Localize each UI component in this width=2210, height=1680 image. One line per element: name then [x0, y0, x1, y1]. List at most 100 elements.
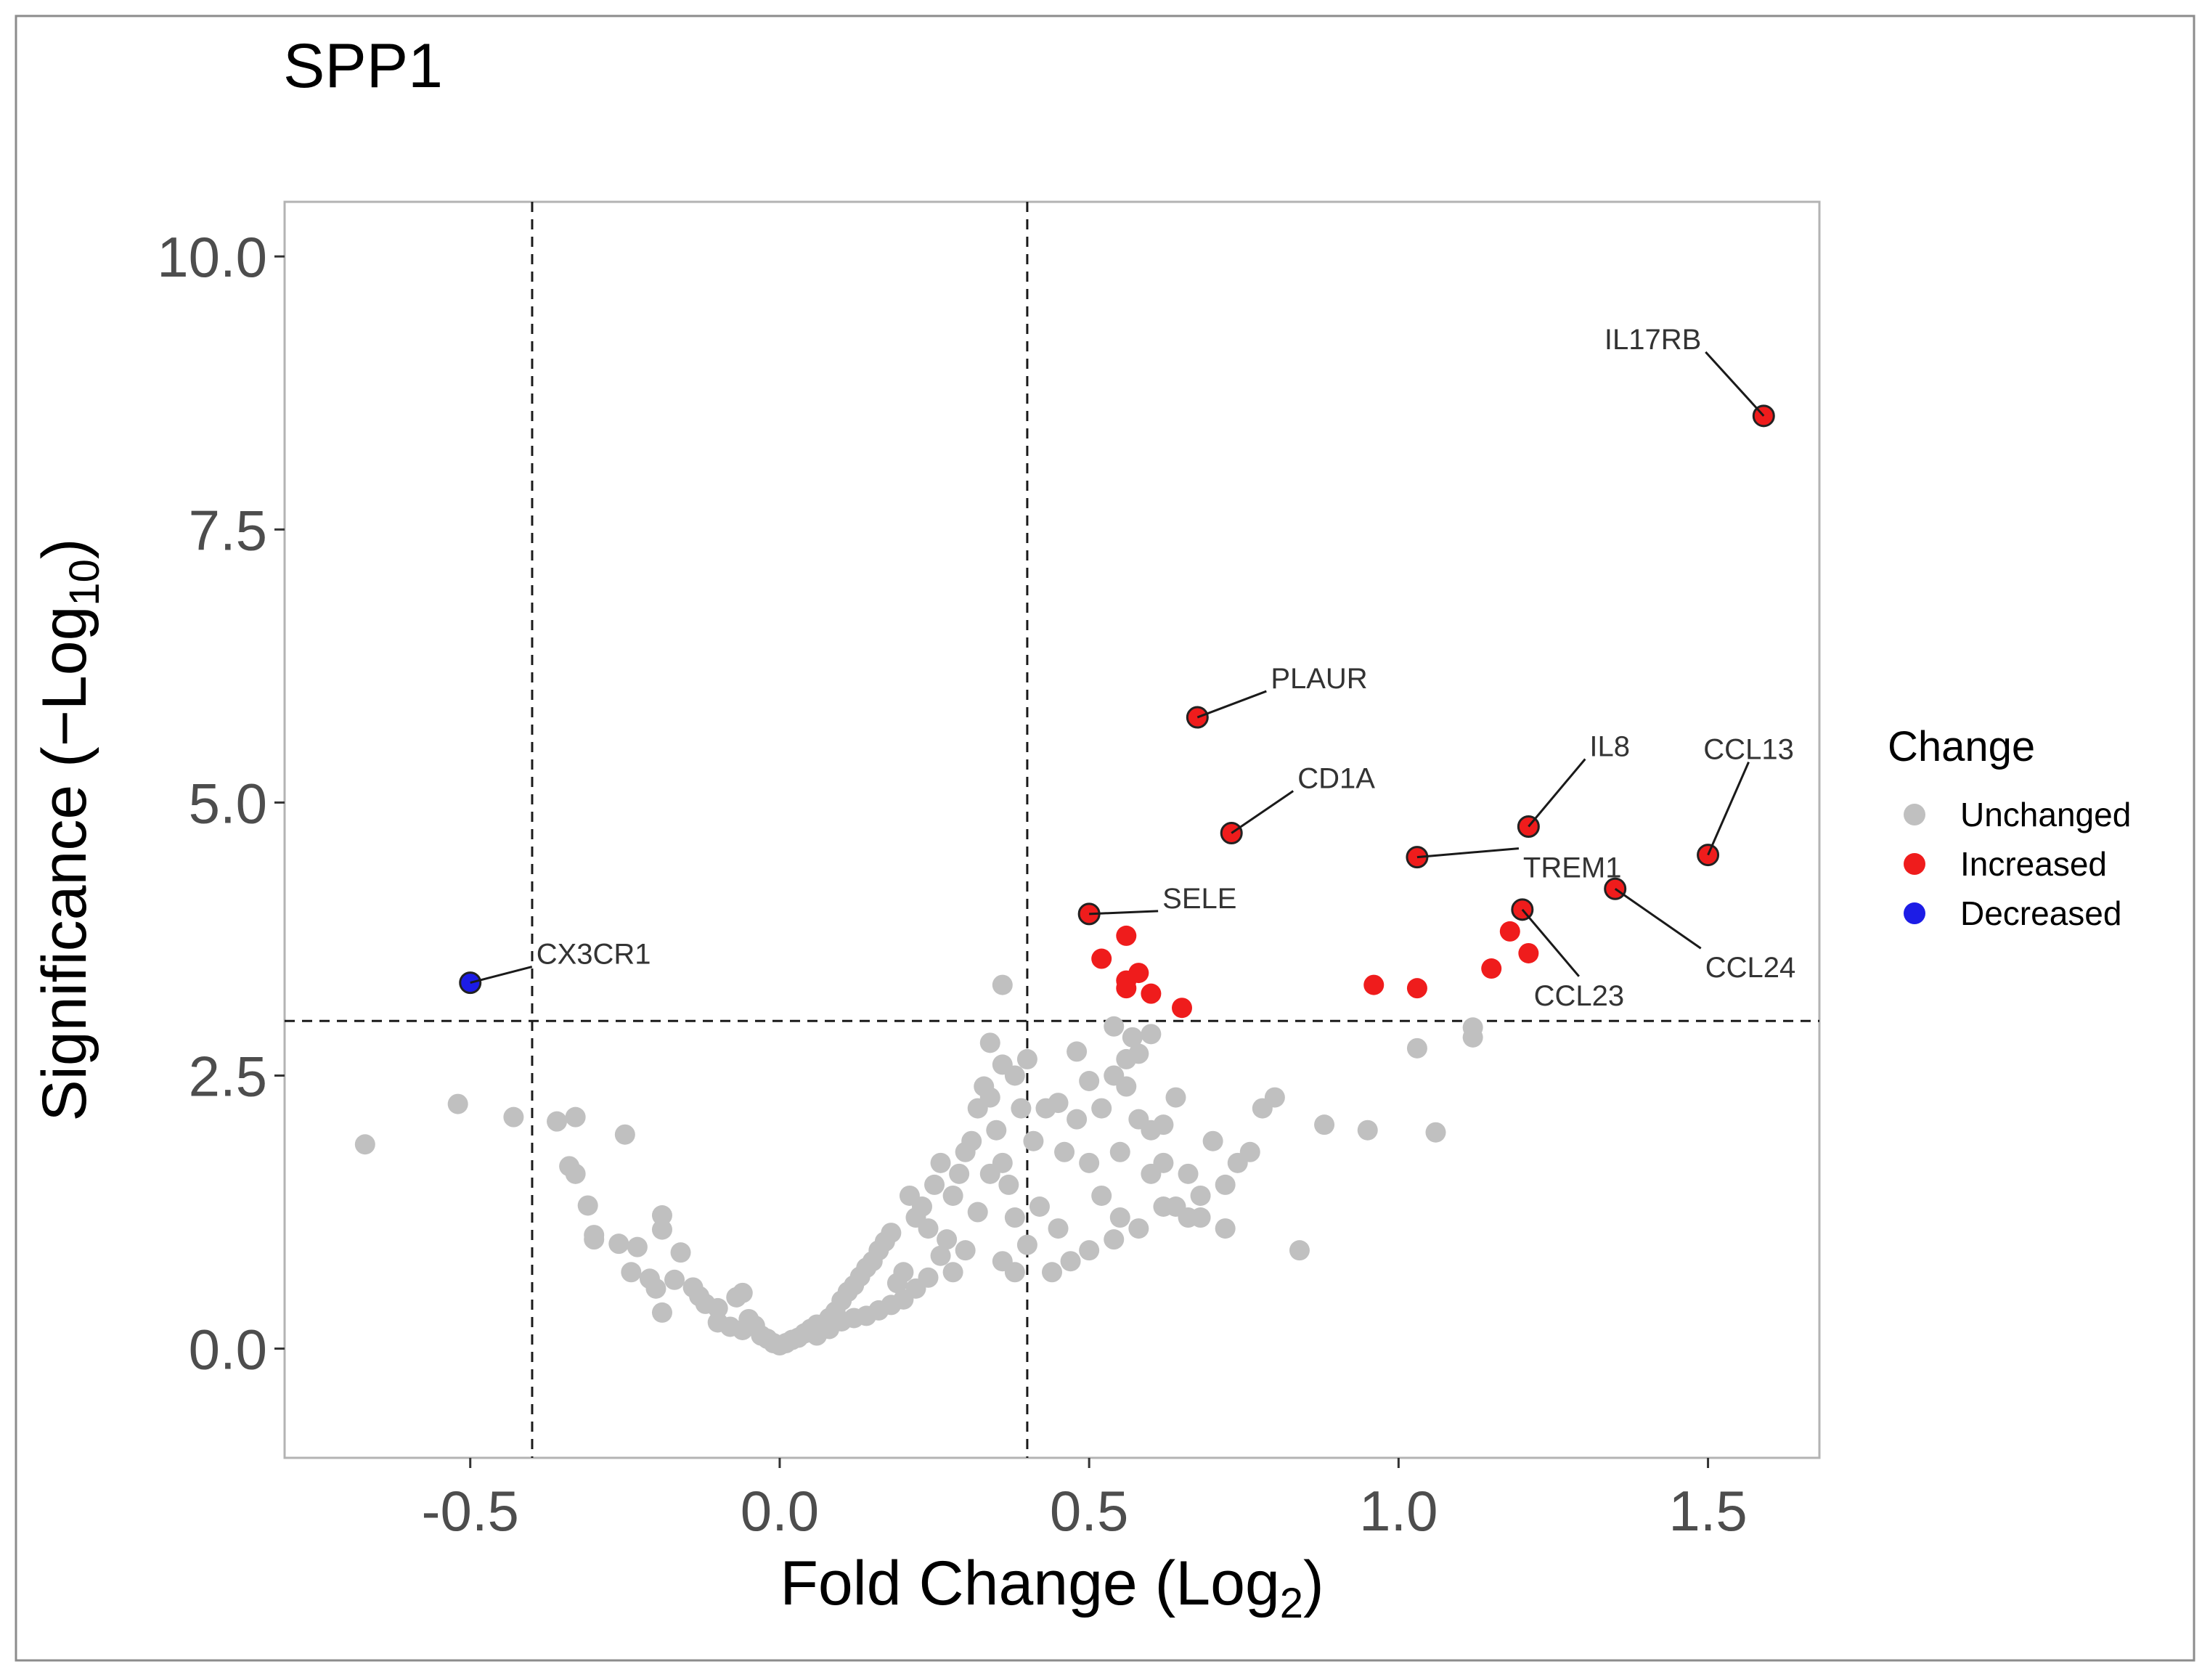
point-unchanged — [1004, 1065, 1025, 1086]
point-unchanged — [1042, 1262, 1062, 1283]
annotation-leader-line — [1705, 351, 1765, 417]
gene-label-ccl24: CCL24 — [1705, 952, 1796, 984]
point-increased — [1481, 958, 1502, 979]
point-unchanged — [1067, 1041, 1088, 1062]
annotation-leader-line — [1707, 761, 1750, 856]
x-tick-label: 0.5 — [1050, 1479, 1128, 1543]
point-increased — [1363, 974, 1385, 995]
point-unchanged — [1202, 1130, 1223, 1151]
point-unchanged — [1004, 1207, 1025, 1228]
point-unchanged — [707, 1297, 728, 1318]
point-unchanged — [1239, 1141, 1260, 1162]
data-points — [354, 404, 1775, 1356]
point-unchanged — [1314, 1114, 1335, 1135]
point-increased — [1518, 942, 1539, 963]
point-unchanged — [1109, 1207, 1130, 1228]
point-unchanged — [949, 1163, 970, 1184]
point-unchanged — [893, 1262, 914, 1283]
point-unchanged — [1091, 1098, 1112, 1119]
point-unchanged — [955, 1240, 976, 1261]
point-increased — [1116, 925, 1137, 946]
point-unchanged — [930, 1152, 951, 1173]
y-axis: 0.0 2.5 5.0 7.5 10.0 — [157, 225, 285, 1382]
legend-swatch-unchanged — [1904, 804, 1925, 825]
point-unchanged — [1153, 1196, 1174, 1217]
point-unchanged — [651, 1205, 672, 1226]
y-tick-label: 10.0 — [157, 225, 267, 289]
point-unchanged — [621, 1262, 642, 1283]
point-unchanged — [1425, 1122, 1446, 1143]
legend-label-decreased: Decreased — [1960, 894, 2121, 932]
point-unchanged — [547, 1111, 568, 1132]
point-unchanged — [1054, 1141, 1075, 1162]
point-unchanged — [1215, 1218, 1236, 1239]
point-unchanged — [1116, 1076, 1137, 1097]
point-unchanged — [986, 1120, 1007, 1141]
legend-title: Change — [1888, 723, 2035, 770]
y-tick-label: 7.5 — [189, 498, 267, 562]
point-unchanged — [998, 1174, 1019, 1195]
point-increased — [1499, 921, 1520, 942]
gene-label-cx3cr1: CX3CR1 — [537, 939, 651, 971]
x-tick-label: 1.5 — [1668, 1479, 1747, 1543]
annotation-leader-line — [1528, 758, 1586, 828]
point-unchanged — [924, 1174, 945, 1195]
point-increased — [1091, 948, 1112, 969]
point-unchanged — [942, 1262, 963, 1283]
point-unchanged — [1104, 1229, 1125, 1250]
point-unchanged — [1141, 1024, 1162, 1045]
point-unchanged — [979, 1032, 1000, 1053]
point-unchanged — [1406, 1037, 1427, 1059]
x-tick-label: -0.5 — [422, 1479, 519, 1543]
x-tick-label: 1.0 — [1359, 1479, 1438, 1543]
gene-label-trem1: TREM1 — [1523, 852, 1622, 884]
legend-swatch-increased — [1904, 853, 1925, 875]
point-unchanged — [1079, 1071, 1100, 1091]
point-unchanged — [1128, 1043, 1149, 1064]
point-increased — [1141, 983, 1162, 1004]
legend: Change Unchanged Increased Decreased — [1888, 723, 2131, 932]
x-axis-title: Fold Change (Log2) — [780, 1549, 1324, 1627]
gene-label-il8: IL8 — [1589, 730, 1630, 762]
point-unchanged — [614, 1124, 635, 1145]
legend-swatch-decreased — [1904, 902, 1925, 924]
point-unchanged — [1004, 1262, 1025, 1283]
point-unchanged — [627, 1236, 648, 1257]
point-unchanged — [1079, 1240, 1100, 1261]
legend-label-increased: Increased — [1960, 845, 2107, 883]
point-unchanged — [918, 1218, 939, 1239]
point-unchanged — [565, 1106, 586, 1128]
annotation-leader-line — [1614, 888, 1702, 950]
x-axis: -0.5 0.0 0.5 1.0 1.5 — [422, 1458, 1748, 1543]
point-unchanged — [645, 1278, 666, 1299]
point-unchanged — [1357, 1120, 1378, 1141]
point-unchanged — [1178, 1163, 1199, 1184]
point-unchanged — [1165, 1087, 1186, 1108]
y-tick-label: 2.5 — [189, 1044, 267, 1108]
point-unchanged — [1023, 1130, 1044, 1151]
y-axis-title: Significance (−Log10) — [30, 538, 108, 1121]
point-unchanged — [881, 1223, 902, 1244]
point-unchanged — [1128, 1218, 1149, 1239]
gene-label-ccl23: CCL23 — [1534, 980, 1625, 1012]
point-unchanged — [1091, 1185, 1112, 1206]
point-unchanged — [967, 1202, 988, 1223]
point-unchanged — [1190, 1185, 1211, 1206]
y-tick-label: 5.0 — [189, 771, 267, 835]
point-unchanged — [979, 1163, 1000, 1184]
point-unchanged — [961, 1130, 982, 1151]
point-unchanged — [1215, 1174, 1236, 1195]
point-unchanged — [930, 1245, 951, 1266]
point-unchanged — [1190, 1207, 1211, 1228]
point-unchanged — [1289, 1240, 1310, 1261]
point-unchanged — [1016, 1234, 1037, 1255]
point-unchanged — [1011, 1098, 1032, 1119]
point-unchanged — [1079, 1152, 1100, 1173]
gene-label-ccl13: CCL13 — [1703, 734, 1794, 766]
point-unchanged — [584, 1229, 605, 1250]
y-tick-label: 0.0 — [189, 1318, 267, 1382]
point-unchanged — [1109, 1141, 1130, 1162]
annotation-leader-line — [1521, 908, 1580, 977]
gene-label-il17rb: IL17RB — [1605, 324, 1701, 356]
